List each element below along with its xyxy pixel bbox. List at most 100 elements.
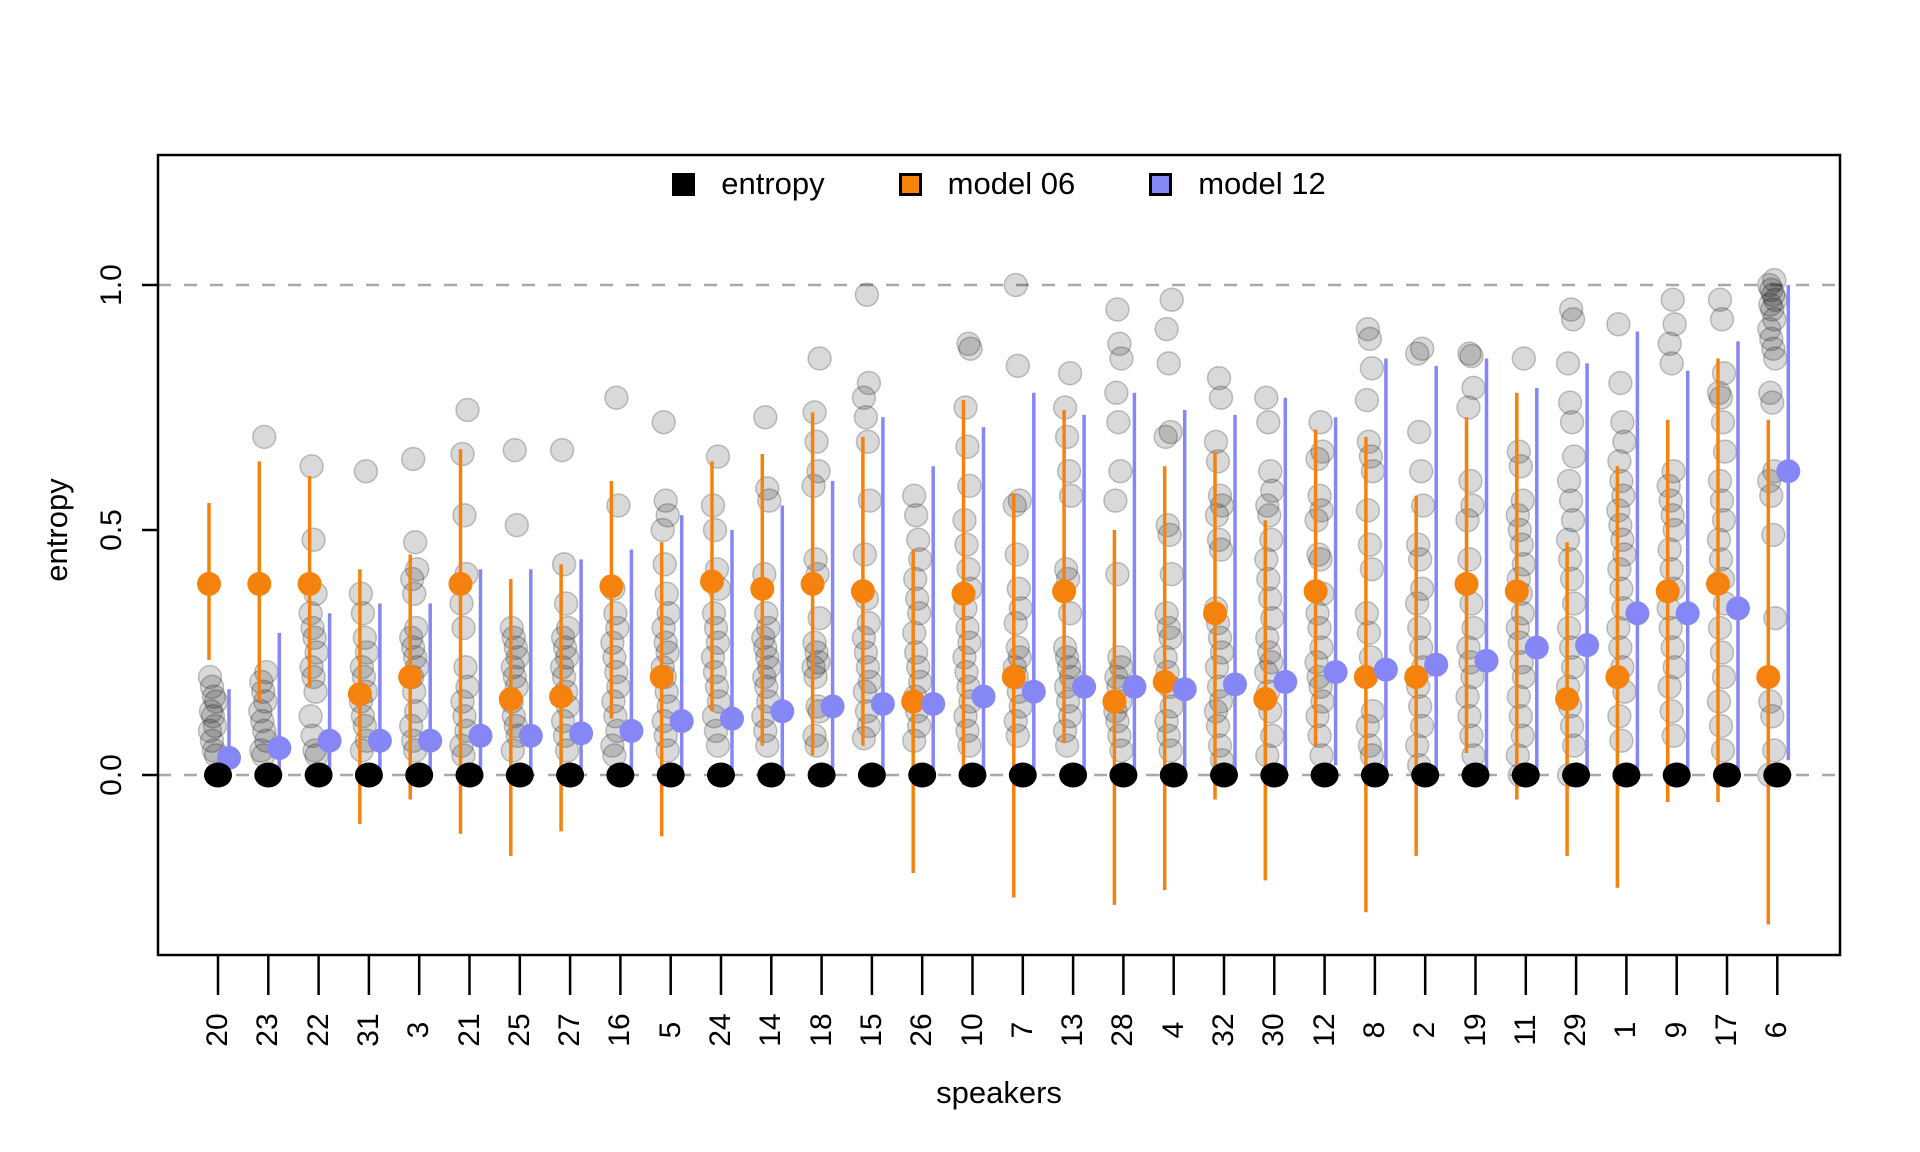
gray-point [1257,503,1282,528]
x-tick-label-speaker-9: 9 [1659,1021,1693,1039]
gray-point [1057,601,1083,626]
gray-point [1710,409,1736,435]
gray-point [1557,547,1583,572]
gray-point [1357,326,1383,352]
gray-point [1405,532,1431,557]
gray-point [1657,537,1682,562]
gray-point [957,733,982,758]
entropy-dot [1461,762,1490,788]
x-tick-label-speaker-11: 11 [1508,1014,1542,1046]
x-tick-label-speaker-8: 8 [1357,1021,1391,1039]
gray-point [703,718,729,744]
model12-mean-dot [1726,596,1750,621]
gray-point [1206,365,1232,391]
model12-mean-dot [468,723,493,748]
gray-point [1659,699,1684,724]
y-tick-label-1.0: 1.0 [95,264,128,306]
gray-point [1155,512,1180,538]
legend-item-model12: model 12 [1149,166,1326,202]
gray-point [451,615,476,641]
model12-mean-dot [1675,601,1700,626]
gray-point [1005,723,1031,749]
entropy-dot [1310,762,1339,788]
gray-point [1660,287,1685,312]
gray-point [1408,458,1434,484]
entropy-dot [354,762,383,788]
gray-point [1104,380,1129,406]
gray-point [958,336,983,361]
x-tick-label-speaker-29: 29 [1559,1013,1593,1047]
gray-point [854,282,880,308]
y-tick-label-0.5: 0.5 [95,509,128,551]
gray-point [1707,287,1733,312]
gray-point [600,733,625,758]
gray-point [1607,556,1632,582]
gray-point [550,708,576,734]
x-axis-title: speakers [936,1075,1062,1110]
gray-point [1255,493,1280,518]
gray-point [1204,503,1230,528]
model12-mean-dot [1223,672,1247,697]
gray-point [1760,297,1785,322]
entropy-dot [807,762,836,788]
gray-point [201,684,227,709]
x-tick-label-speaker-14: 14 [754,1013,788,1047]
gray-point [1208,385,1234,410]
y-tick-label-0.0: 0.0 [95,754,128,796]
x-tick-label-speaker-12: 12 [1307,1013,1341,1047]
entropy-dot [405,762,434,788]
x-tick-label-speaker-22: 22 [301,1013,335,1047]
model12-mean-dot [1172,677,1197,702]
gray-point [551,552,577,577]
model06-mean-dot [347,682,372,707]
gray-point [802,723,827,749]
gray-point [1609,728,1634,753]
gray-point [1761,522,1786,548]
gray-point [450,689,475,714]
entropy-dot [1411,762,1440,788]
gray-point [1506,439,1532,464]
gray-point [1308,547,1333,572]
model12-swatch-icon [1149,172,1173,196]
gray-point [1658,488,1683,513]
gray-point [1508,454,1534,479]
gray-point [1404,341,1430,366]
model06-mean-dot [1404,665,1429,689]
gray-point [1560,507,1586,533]
gray-point [1256,409,1281,435]
model06-mean-dot [1152,669,1177,694]
model06-mean-dot [498,687,523,712]
entropy-dot [254,762,283,788]
gray-point [1205,713,1231,739]
gray-point [853,405,879,430]
gray-point [252,424,277,450]
model06-mean-dot [1102,689,1127,714]
gray-point [1456,635,1481,660]
model06-mean-dot [1454,571,1479,596]
gray-point [1158,419,1183,445]
gray-point [1359,556,1385,582]
model12-mean-dot [518,723,543,748]
gray-point [1708,547,1734,572]
entropy-dot [1260,762,1289,788]
model06-mean-dot [951,581,976,606]
gray-point [1607,703,1632,729]
x-tick-label-speaker-26: 26 [905,1013,939,1047]
gray-point [1659,351,1684,376]
model12-mean-dot [1524,635,1549,660]
x-tick-label-speaker-10: 10 [955,1013,989,1047]
gray-point [650,517,675,543]
gray-point [1356,620,1382,646]
x-tick-label-speaker-7: 7 [1005,1021,1039,1039]
gray-point [705,444,731,469]
model12-mean-dot [267,736,292,761]
gray-point [1761,336,1786,361]
entropy-dot [1562,762,1591,788]
entropy-dot [556,762,585,788]
gray-point [851,385,877,410]
gray-point [1710,738,1736,763]
gray-point [753,635,778,660]
entropy-dot [1662,762,1691,788]
gray-point [1154,708,1179,734]
gray-point [1156,351,1181,376]
